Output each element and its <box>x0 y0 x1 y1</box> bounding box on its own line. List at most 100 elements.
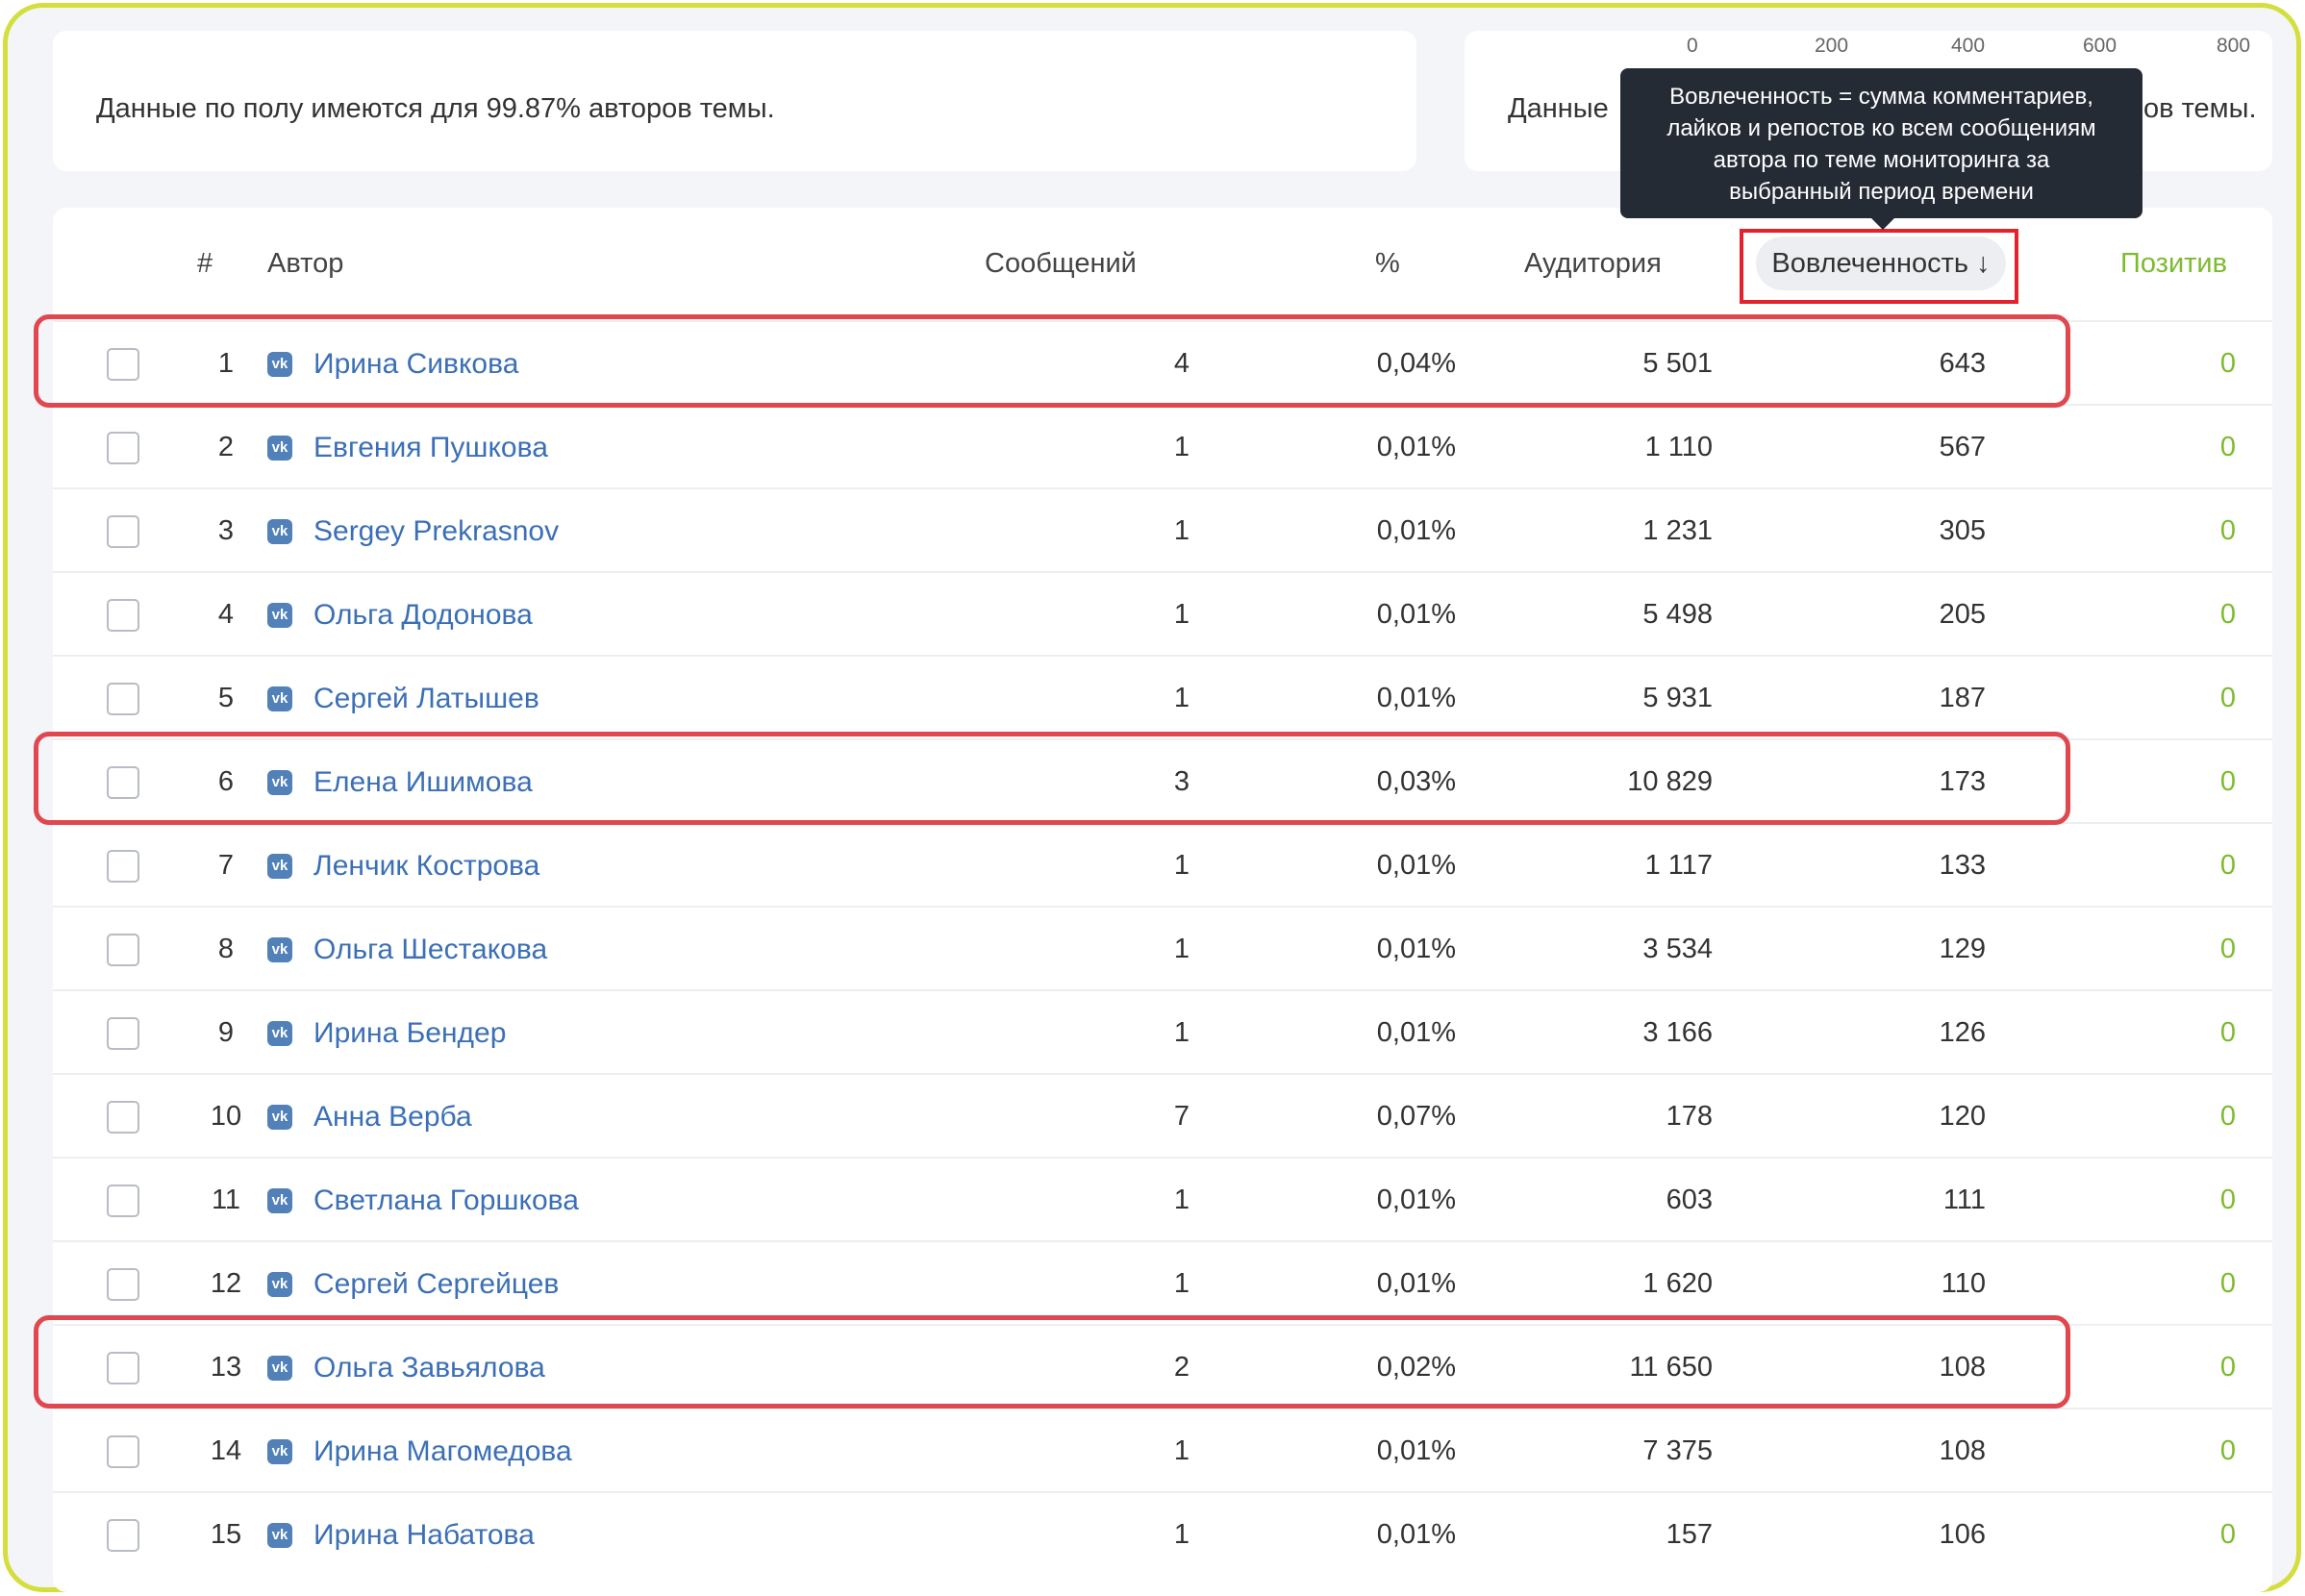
row-checkbox[interactable] <box>107 1100 139 1134</box>
row-checkbox[interactable] <box>107 1267 139 1301</box>
scale-tick: 200 <box>1815 35 1849 57</box>
engagement-tooltip: Вовлеченность = сумма комментариев, лайк… <box>1620 68 2142 230</box>
audience-value: 1 231 <box>1642 515 1713 546</box>
row-checkbox-cell[interactable] <box>107 406 139 489</box>
table-row[interactable]: 4 vk Ольга Додонова 1 0,01% 5 498 205 0 <box>53 571 2272 655</box>
row-highlight-box <box>34 732 2070 825</box>
scale-tick: 800 <box>2217 35 2251 57</box>
messages-percent: 0,01% <box>1376 1268 1456 1299</box>
row-checkbox-cell[interactable] <box>107 991 139 1075</box>
messages-count: 1 <box>1173 683 1190 713</box>
row-checkbox[interactable] <box>107 933 139 966</box>
row-checkbox[interactable] <box>107 598 139 632</box>
author-link[interactable]: Ольга Завьялова <box>313 1351 545 1384</box>
column-header-author[interactable]: Автор <box>267 248 344 279</box>
messages-percent: 0,01% <box>1376 1519 1456 1550</box>
table-row[interactable]: 9 vk Ирина Бендер 1 0,01% 3 166 126 0 <box>53 989 2272 1073</box>
messages-percent: 0,01% <box>1376 934 1456 964</box>
author-link[interactable]: Ольга Додонова <box>313 598 533 631</box>
row-checkbox[interactable] <box>107 1016 139 1050</box>
positive-value: 0 <box>2219 766 2236 797</box>
row-checkbox-cell[interactable] <box>107 908 139 991</box>
messages-percent: 0,07% <box>1376 1101 1456 1132</box>
row-checkbox[interactable] <box>107 849 139 883</box>
table-row[interactable]: 15 vk Ирина Набатова 1 0,01% 157 106 0 <box>53 1491 2272 1575</box>
table-row[interactable]: 10 vk Анна Верба 7 0,07% 178 120 0 <box>53 1073 2272 1157</box>
table-row[interactable]: 12 vk Сергей Сергейцев 1 0,01% 1 620 110 0 <box>53 1240 2272 1324</box>
messages-percent: 0,01% <box>1376 683 1456 713</box>
row-checkbox[interactable] <box>107 1184 139 1217</box>
messages-count: 1 <box>1173 1185 1190 1215</box>
table-row[interactable]: 8 vk Ольга Шестакова 1 0,01% 3 534 129 0 <box>53 906 2272 989</box>
row-checkbox-cell[interactable] <box>107 1326 139 1409</box>
messages-percent: 0,04% <box>1376 348 1456 379</box>
messages-percent: 0,01% <box>1376 1435 1456 1466</box>
vk-logo: vk <box>267 1271 292 1297</box>
coverage-text-end: ов темы. <box>2143 93 2257 124</box>
row-checkbox-cell[interactable] <box>107 1493 139 1577</box>
author-link[interactable]: Ирина Набатова <box>313 1518 535 1551</box>
tooltip-line: автора по теме мониторинга за <box>1713 147 2050 173</box>
author-link[interactable]: Ольга Шестакова <box>313 933 548 965</box>
row-checkbox[interactable] <box>107 1434 139 1468</box>
vk-logo: vk <box>267 602 292 628</box>
row-checkbox-cell[interactable] <box>107 322 139 406</box>
engagement-value: 126 <box>1939 1017 1986 1048</box>
vk-icon: vk <box>267 322 292 406</box>
column-header-percent[interactable]: % <box>1375 248 1400 279</box>
author-link[interactable]: Сергей Латышев <box>313 682 539 714</box>
row-checkbox-cell[interactable] <box>107 489 139 573</box>
positive-value: 0 <box>2219 850 2236 881</box>
table-row[interactable]: 14 vk Ирина Магомедова 1 0,01% 7 375 108 0 <box>53 1408 2272 1491</box>
author-link[interactable]: Ирина Сивкова <box>313 347 519 380</box>
table-row[interactable]: 13 vk Ольга Завьялова 2 0,02% 11 650 108 0 <box>53 1324 2272 1408</box>
row-checkbox[interactable] <box>107 431 139 464</box>
author-link[interactable]: Sergey Prekrasnov <box>313 514 560 547</box>
column-header-audience[interactable]: Аудитория <box>1524 248 1662 279</box>
row-checkbox-cell[interactable] <box>107 1242 139 1326</box>
row-checkbox-cell[interactable] <box>107 1075 139 1159</box>
messages-count: 1 <box>1173 1268 1190 1299</box>
vk-icon: vk <box>267 1242 292 1326</box>
author-link[interactable]: Светлана Горшкова <box>313 1184 579 1216</box>
row-checkbox[interactable] <box>107 347 139 381</box>
author-link[interactable]: Ирина Магомедова <box>313 1434 572 1467</box>
author-link[interactable]: Елена Ишимова <box>313 765 533 798</box>
table-row[interactable]: 2 vk Евгения Пушкова 1 0,01% 1 110 567 0 <box>53 404 2272 487</box>
table-row[interactable]: 7 vk Ленчик Кострова 1 0,01% 1 117 133 0 <box>53 822 2272 906</box>
vk-icon: vk <box>267 740 292 824</box>
author-link[interactable]: Сергей Сергейцев <box>313 1267 560 1300</box>
row-number: 4 <box>217 599 235 630</box>
table-row[interactable]: 11 vk Светлана Горшкова 1 0,01% 603 111 0 <box>53 1157 2272 1240</box>
row-checkbox-cell[interactable] <box>107 1409 139 1493</box>
row-checkbox-cell[interactable] <box>107 824 139 908</box>
column-header-positive[interactable]: Позитив <box>2120 248 2228 279</box>
author-link[interactable]: Ленчик Кострова <box>313 849 540 882</box>
author-link[interactable]: Евгения Пушкова <box>313 431 548 463</box>
row-checkbox[interactable] <box>107 765 139 799</box>
messages-percent: 0,01% <box>1376 850 1456 881</box>
engagement-value: 108 <box>1939 1435 1986 1466</box>
row-checkbox[interactable] <box>107 1351 139 1384</box>
table-row[interactable]: 3 vk Sergey Prekrasnov 1 0,01% 1 231 305 0 <box>53 487 2272 571</box>
author-link[interactable]: Ирина Бендер <box>313 1016 507 1049</box>
column-header-number[interactable]: # <box>197 248 213 279</box>
row-checkbox[interactable] <box>107 1518 139 1552</box>
vk-logo: vk <box>267 351 292 377</box>
row-number: 7 <box>217 850 235 881</box>
audience-value: 10 829 <box>1627 766 1713 797</box>
row-checkbox-cell[interactable] <box>107 740 139 824</box>
row-checkbox-cell[interactable] <box>107 573 139 657</box>
column-header-engagement-sorted[interactable]: Вовлеченность ↓ <box>1756 237 2006 290</box>
row-checkbox[interactable] <box>107 682 139 715</box>
row-checkbox-cell[interactable] <box>107 657 139 740</box>
table-row[interactable]: 6 vk Елена Ишимова 3 0,03% 10 829 173 0 <box>53 738 2272 822</box>
engagement-value: 187 <box>1939 683 1986 713</box>
table-row[interactable]: 1 vk Ирина Сивкова 4 0,04% 5 501 643 0 <box>53 320 2272 404</box>
tooltip-line: лайков и репостов ко всем сообщениям <box>1666 115 2096 141</box>
row-checkbox-cell[interactable] <box>107 1159 139 1242</box>
column-header-messages[interactable]: Сообщений <box>985 248 1137 279</box>
row-checkbox[interactable] <box>107 514 139 548</box>
author-link[interactable]: Анна Верба <box>313 1100 472 1133</box>
table-row[interactable]: 5 vk Сергей Латышев 1 0,01% 5 931 187 0 <box>53 655 2272 738</box>
